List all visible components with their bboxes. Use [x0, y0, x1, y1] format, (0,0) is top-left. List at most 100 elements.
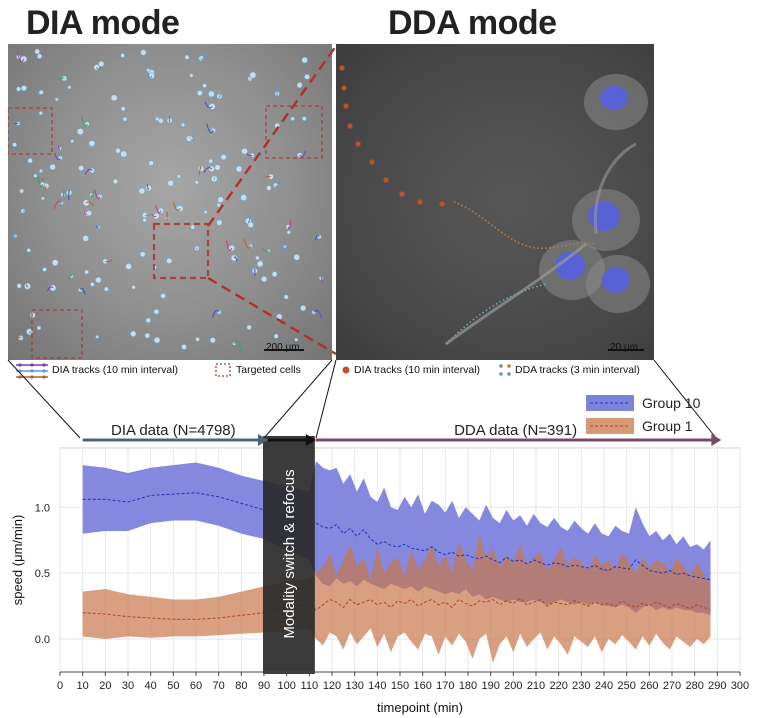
dda-cells-overlay	[339, 65, 650, 351]
cell-marker	[131, 285, 136, 290]
cell-track	[203, 167, 213, 174]
x-tick-label: 260	[640, 680, 658, 692]
x-tick-label: 40	[145, 680, 157, 692]
x-tick-label: 140	[368, 680, 386, 692]
x-tick-label: 190	[481, 680, 499, 692]
cell-marker	[304, 73, 310, 80]
cell-marker	[216, 219, 223, 226]
cell-marker	[240, 194, 248, 202]
dia-track-dot	[355, 141, 361, 147]
dda-tracks-legend-swatch	[499, 364, 511, 376]
dia-connector-line	[263, 359, 333, 439]
cell-marker	[256, 260, 264, 268]
cell-track	[151, 213, 157, 218]
cell-track	[95, 225, 99, 229]
dia-tracks-legend-swatch	[16, 363, 48, 379]
x-tick-label: 150	[391, 680, 409, 692]
x-tick-label: 130	[345, 680, 363, 692]
dia-microscopy-image: 200 μm	[8, 44, 332, 360]
cell-marker	[208, 90, 215, 98]
cell-marker	[203, 210, 208, 215]
cell-track	[204, 101, 213, 109]
cell-marker	[139, 251, 146, 258]
cell-marker	[95, 335, 100, 339]
cell-marker	[249, 71, 257, 79]
cell-marker	[148, 160, 154, 166]
cell-track	[287, 220, 292, 230]
cell-marker	[120, 150, 128, 158]
dia-tracks-legend-label: DIA tracks (10 min interval)	[52, 364, 179, 376]
y-axis-label: speed (μm/min)	[10, 515, 25, 606]
dia-track-dot	[417, 199, 423, 205]
targeted-cells-legend-label: Targeted cells	[236, 364, 301, 376]
x-tick-label: 30	[122, 680, 134, 692]
legend-label: Group 10	[642, 395, 701, 411]
dia-track-dot	[341, 85, 347, 91]
dda-track	[445, 283, 547, 345]
cell-marker	[241, 147, 248, 155]
cell-marker	[293, 253, 300, 261]
cell-marker	[36, 53, 43, 60]
cell-marker	[145, 317, 151, 324]
cell-marker	[220, 154, 227, 161]
switch-arrowhead	[305, 434, 316, 446]
cell-marker	[82, 235, 90, 242]
cell-track	[314, 235, 320, 241]
x-tick-label: 50	[167, 680, 179, 692]
cell-track	[68, 273, 73, 283]
cell-track	[90, 189, 95, 197]
cell-track	[13, 234, 16, 239]
group10-mean-line	[82, 492, 711, 581]
cell-marker	[266, 185, 272, 191]
cell-marker	[70, 139, 75, 144]
x-tick-label: 210	[527, 680, 545, 692]
dia-track-dot	[339, 65, 345, 71]
cell-track	[225, 240, 233, 252]
cell-track	[57, 145, 61, 151]
cell-track	[83, 211, 88, 216]
x-tick-label: 290	[708, 680, 726, 692]
dia-cells-overlay	[8, 48, 324, 359]
x-tick-label: 170	[436, 680, 454, 692]
cell-marker	[140, 49, 147, 56]
cell-track	[80, 116, 88, 127]
cell-marker	[301, 116, 307, 122]
cell-track	[233, 340, 243, 352]
dia-track-dot	[383, 177, 389, 183]
cell-marker	[90, 282, 95, 287]
cell-marker	[138, 187, 146, 195]
cell-track	[15, 336, 22, 341]
targeted-cells-legend-swatch	[215, 363, 231, 377]
cell-track	[281, 243, 286, 255]
x-tick-label: 0	[57, 680, 63, 692]
cell-track	[54, 152, 61, 161]
cell-marker	[214, 164, 221, 171]
cell-marker	[40, 196, 45, 201]
cell-marker	[95, 276, 102, 284]
cell-marker	[27, 158, 33, 164]
dda-scale-label: 20 μm	[610, 342, 638, 353]
cell-track	[84, 168, 93, 175]
x-tick-label: 300	[731, 680, 749, 692]
cell-marker	[49, 163, 56, 171]
dia-mode-title: DIA mode	[26, 4, 180, 42]
dda-tracks-legend-label: DDA tracks (3 min interval)	[515, 364, 640, 376]
cell-track	[313, 309, 323, 319]
cell-marker	[112, 178, 119, 185]
cell-marker	[290, 116, 295, 121]
cell-marker	[176, 174, 181, 179]
cell-marker	[167, 179, 175, 187]
cell-track	[155, 204, 162, 214]
x-tick-label: 250	[617, 680, 635, 692]
targeted-cell-box	[8, 107, 53, 155]
cell-marker	[294, 337, 299, 342]
cell-marker	[144, 332, 151, 339]
cell-track	[94, 189, 101, 200]
cell-marker	[20, 55, 28, 63]
cell-marker	[16, 283, 22, 289]
cell-track	[62, 190, 65, 197]
cell-marker	[110, 94, 118, 102]
nucleus	[600, 86, 628, 110]
cell-marker	[34, 48, 41, 55]
